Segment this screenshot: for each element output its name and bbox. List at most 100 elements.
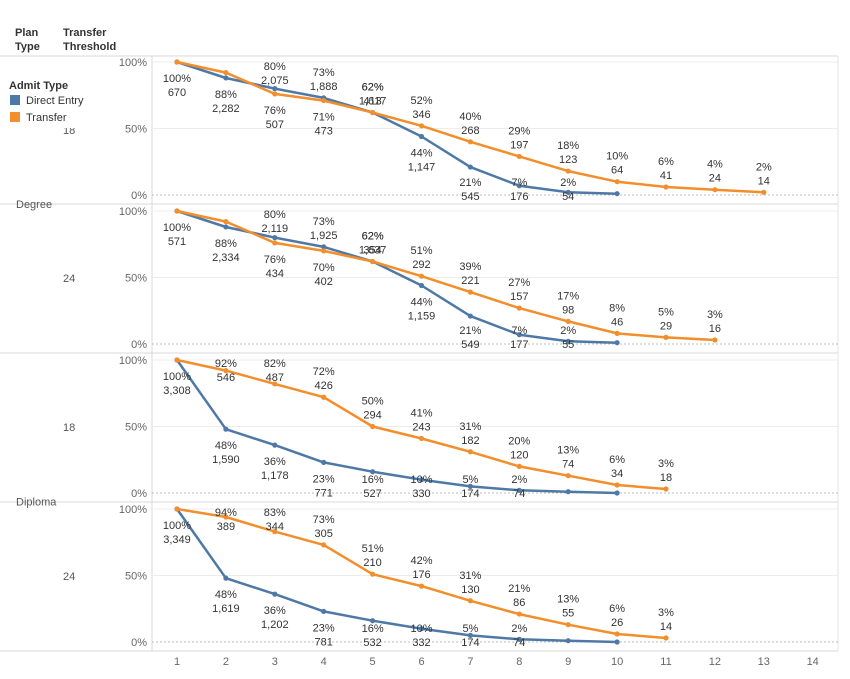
data-point-transfer[interactable] xyxy=(663,486,669,492)
data-point-direct-entry[interactable] xyxy=(614,490,620,496)
data-label-pct: 82% xyxy=(264,358,286,370)
data-point-transfer[interactable] xyxy=(712,337,718,343)
data-point-transfer[interactable] xyxy=(516,153,522,160)
data-point-direct-entry[interactable] xyxy=(467,313,473,319)
data-point-transfer[interactable] xyxy=(614,330,620,336)
data-point-direct-entry[interactable] xyxy=(614,340,620,346)
data-point-transfer[interactable] xyxy=(321,248,327,254)
data-point-transfer[interactable] xyxy=(565,473,571,479)
data-point-transfer[interactable] xyxy=(370,571,376,577)
data-point-transfer[interactable] xyxy=(174,208,180,214)
data-point-transfer[interactable] xyxy=(370,423,376,430)
data-point-direct-entry[interactable] xyxy=(565,338,571,344)
data-point-direct-entry[interactable] xyxy=(223,575,229,581)
data-point-direct-entry[interactable] xyxy=(272,591,278,597)
legend[interactable]: Admit Type Direct Entry Transfer xyxy=(0,76,118,128)
data-label-count: 221 xyxy=(461,275,479,287)
data-label-pct: 92% xyxy=(215,358,237,370)
data-point-direct-entry[interactable] xyxy=(321,459,327,466)
data-point-transfer[interactable] xyxy=(321,97,327,104)
data-point-transfer[interactable] xyxy=(516,305,522,311)
data-point-transfer[interactable] xyxy=(370,258,376,265)
data-label-count: 1,888 xyxy=(310,81,338,93)
data-point-transfer[interactable] xyxy=(712,187,718,193)
data-point-direct-entry[interactable] xyxy=(467,483,473,489)
data-point-transfer[interactable] xyxy=(321,542,327,548)
data-point-transfer[interactable] xyxy=(418,273,425,279)
data-point-direct-entry[interactable] xyxy=(370,618,376,624)
plan-type-label-diploma: Diploma xyxy=(16,497,57,509)
data-label-pct: 8% xyxy=(609,302,625,314)
data-point-transfer[interactable] xyxy=(223,368,229,374)
data-point-transfer[interactable] xyxy=(467,449,473,455)
data-point-transfer[interactable] xyxy=(272,381,278,387)
data-point-transfer[interactable] xyxy=(272,529,278,535)
data-label-pct: 36% xyxy=(264,605,286,617)
data-point-direct-entry[interactable] xyxy=(321,244,327,250)
data-point-transfer[interactable] xyxy=(418,435,425,442)
data-point-direct-entry[interactable] xyxy=(614,191,620,197)
data-point-direct-entry[interactable] xyxy=(467,164,473,170)
data-point-transfer[interactable] xyxy=(565,622,571,628)
data-point-transfer[interactable] xyxy=(614,179,620,185)
data-point-transfer[interactable] xyxy=(418,123,425,129)
data-point-direct-entry[interactable] xyxy=(418,626,425,632)
data-label-pct: 73% xyxy=(313,514,335,526)
data-point-direct-entry[interactable] xyxy=(516,183,522,189)
data-point-transfer[interactable] xyxy=(370,109,376,116)
data-point-transfer[interactable] xyxy=(223,219,229,225)
data-point-transfer[interactable] xyxy=(174,59,180,65)
data-point-transfer[interactable] xyxy=(321,394,327,400)
data-point-transfer[interactable] xyxy=(467,289,473,295)
x-tick-label: 4 xyxy=(321,656,327,668)
data-point-transfer[interactable] xyxy=(467,139,473,145)
data-point-direct-entry[interactable] xyxy=(418,282,425,289)
data-point-direct-entry[interactable] xyxy=(418,477,425,483)
data-label-pct: 21% xyxy=(459,325,481,337)
data-point-transfer[interactable] xyxy=(418,583,425,589)
data-point-direct-entry[interactable] xyxy=(565,189,571,195)
data-label-pct: 3% xyxy=(658,458,674,470)
data-point-direct-entry[interactable] xyxy=(418,133,425,140)
data-point-direct-entry[interactable] xyxy=(516,636,522,642)
data-point-direct-entry[interactable] xyxy=(516,487,522,493)
data-point-transfer[interactable] xyxy=(565,168,571,174)
data-label-count: 24 xyxy=(709,173,721,185)
data-point-direct-entry[interactable] xyxy=(272,235,278,241)
data-point-transfer[interactable] xyxy=(516,611,522,617)
data-label-pct: 88% xyxy=(215,238,237,250)
data-point-transfer[interactable] xyxy=(174,506,180,512)
data-point-direct-entry[interactable] xyxy=(272,86,278,92)
data-point-transfer[interactable] xyxy=(761,189,767,195)
data-point-transfer[interactable] xyxy=(663,334,669,340)
data-point-direct-entry[interactable] xyxy=(223,75,229,81)
x-tick-label: 10 xyxy=(611,656,623,668)
data-label-count: 210 xyxy=(363,557,381,569)
data-point-transfer[interactable] xyxy=(174,357,180,363)
data-point-transfer[interactable] xyxy=(663,184,669,190)
data-point-direct-entry[interactable] xyxy=(223,224,229,230)
data-point-direct-entry[interactable] xyxy=(223,426,229,432)
data-label-pct: 72% xyxy=(313,366,335,378)
data-point-transfer[interactable] xyxy=(272,240,278,246)
data-point-direct-entry[interactable] xyxy=(516,332,522,338)
data-point-transfer[interactable] xyxy=(614,631,620,637)
data-point-transfer[interactable] xyxy=(614,482,620,488)
data-label-pct: 5% xyxy=(462,623,478,635)
data-point-transfer[interactable] xyxy=(565,318,571,324)
data-point-transfer[interactable] xyxy=(223,514,229,520)
data-point-direct-entry[interactable] xyxy=(565,638,571,644)
data-point-direct-entry[interactable] xyxy=(370,469,376,475)
data-point-direct-entry[interactable] xyxy=(565,489,571,495)
data-point-transfer[interactable] xyxy=(516,463,522,469)
data-label-count: 98 xyxy=(562,304,574,316)
data-label-pct: 2% xyxy=(756,161,772,173)
data-point-transfer[interactable] xyxy=(467,598,473,604)
data-point-transfer[interactable] xyxy=(663,635,669,641)
data-point-direct-entry[interactable] xyxy=(467,632,473,638)
data-point-direct-entry[interactable] xyxy=(614,639,620,645)
data-point-transfer[interactable] xyxy=(272,91,278,97)
data-point-transfer[interactable] xyxy=(223,70,229,76)
data-point-direct-entry[interactable] xyxy=(272,442,278,448)
data-point-direct-entry[interactable] xyxy=(321,608,327,615)
